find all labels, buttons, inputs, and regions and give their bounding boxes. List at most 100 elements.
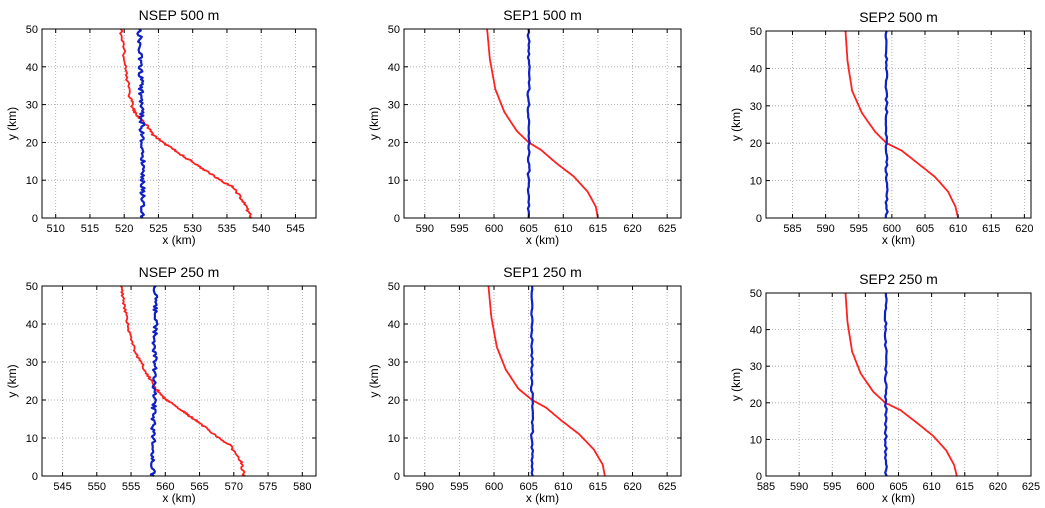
y-tick-label: 20 — [750, 138, 762, 150]
x-tick-label: 625 — [658, 223, 676, 235]
y-tick-label: 20 — [388, 137, 400, 149]
red-series-line — [119, 28, 253, 219]
y-tick-label: 50 — [750, 288, 762, 300]
y-tick-label: 40 — [750, 63, 762, 75]
x-axis-label: x (km) — [882, 491, 915, 505]
y-tick-label: 20 — [750, 398, 762, 410]
y-tick-label: 10 — [388, 175, 400, 187]
y-tick-label: 30 — [750, 101, 762, 113]
x-tick-label: 625 — [658, 481, 676, 493]
chart-panel-2: 590 595 600 605 610 615 620 625 0 10 20 30 40 50 SEP1 … — [367, 7, 682, 247]
x-tick-label: 560 — [156, 481, 174, 493]
y-tick-label: 30 — [26, 100, 38, 112]
x-tick-label: 600 — [485, 223, 503, 235]
x-tick-label: 600 — [883, 223, 901, 235]
x-tick-label: 595 — [850, 223, 868, 235]
x-tick-label: 590 — [416, 481, 434, 493]
y-tick-label: 0 — [32, 213, 38, 225]
x-tick-label: 545 — [53, 481, 71, 493]
x-tick-label: 600 — [485, 481, 503, 493]
x-tick-label: 605 — [916, 223, 934, 235]
y-tick-label: 30 — [26, 357, 38, 369]
x-tick-label: 570 — [225, 481, 243, 493]
y-axis-label: y (km) — [729, 108, 743, 141]
y-tick-label: 10 — [750, 434, 762, 446]
y-tick-label: 10 — [388, 433, 400, 445]
x-tick-label: 615 — [589, 223, 607, 235]
blue-series-line — [136, 28, 146, 219]
x-tick-label: 610 — [554, 223, 572, 235]
x-tick-label: 565 — [190, 481, 208, 493]
x-tick-label: 595 — [450, 223, 468, 235]
y-tick-label: 30 — [388, 357, 400, 369]
y-tick-label: 40 — [388, 319, 400, 331]
y-tick-label: 30 — [388, 100, 400, 112]
y-tick-label: 40 — [26, 62, 38, 74]
x-tick-label: 540 — [252, 223, 270, 235]
y-tick-label: 10 — [750, 176, 762, 188]
blue-series-line — [530, 285, 535, 477]
x-tick-label: 515 — [81, 223, 99, 235]
y-axis-label: y (km) — [5, 364, 19, 397]
x-tick-label: 590 — [816, 223, 834, 235]
y-tick-label: 50 — [388, 24, 400, 36]
axes-frame — [41, 28, 317, 219]
x-tick-label: 545 — [286, 223, 304, 235]
x-tick-label: 615 — [589, 481, 607, 493]
blue-series-line — [149, 285, 159, 477]
x-tick-label: 595 — [823, 481, 841, 493]
x-tick-label: 590 — [790, 481, 808, 493]
y-axis-label: y (km) — [367, 364, 381, 397]
y-tick-label: 0 — [394, 213, 400, 225]
chart-panel-1: 510 515 520 525 530 535 540 545 0 10 20 30 40 50 NSEP … — [5, 7, 317, 247]
x-tick-label: 530 — [184, 223, 202, 235]
plot-area — [404, 29, 681, 218]
x-tick-label: 595 — [450, 481, 468, 493]
red-series-line — [844, 292, 958, 477]
chart-panel-6: 585 590 595 600 605 610 615 620 625 0 10 20 30 40 50 SE… — [729, 271, 1040, 505]
y-tick-label: 50 — [26, 281, 38, 293]
red-series-line — [486, 28, 599, 219]
y-tick-label: 50 — [26, 24, 38, 36]
x-tick-label: 590 — [416, 223, 434, 235]
axes-frame — [403, 28, 682, 219]
x-tick-label: 535 — [218, 223, 236, 235]
y-tick-label: 0 — [32, 471, 38, 483]
x-tick-label: 605 — [889, 481, 907, 493]
blue-series-line — [884, 30, 889, 219]
x-tick-label: 555 — [122, 481, 140, 493]
chart-title: SEP1 250 m — [503, 264, 582, 280]
axes-frame — [403, 285, 682, 477]
red-series-line — [487, 285, 606, 477]
plot-area — [42, 286, 316, 476]
chart-panel-3: 585 590 595 600 605 610 615 620 0 10 20 30 40 50 SEP2 … — [729, 9, 1034, 247]
x-tick-label: 620 — [1015, 223, 1033, 235]
y-axis-label: y (km) — [5, 107, 19, 140]
axes-frame — [41, 285, 317, 477]
red-series-line — [844, 30, 959, 219]
x-tick-label: 525 — [149, 223, 167, 235]
x-tick-label: 625 — [1022, 481, 1040, 493]
chart-title: SEP1 500 m — [503, 7, 582, 23]
chart-title: SEP2 500 m — [859, 9, 938, 25]
y-tick-label: 20 — [26, 395, 38, 407]
x-tick-label: 610 — [949, 223, 967, 235]
red-series-line — [120, 285, 246, 477]
x-tick-label: 620 — [623, 223, 641, 235]
y-axis-label: y (km) — [367, 107, 381, 140]
x-tick-label: 600 — [856, 481, 874, 493]
y-tick-label: 40 — [388, 62, 400, 74]
x-axis-label: x (km) — [882, 233, 915, 247]
x-tick-label: 620 — [989, 481, 1007, 493]
x-tick-label: 585 — [783, 223, 801, 235]
blue-series-line — [883, 293, 888, 477]
chart-title: NSEP 250 m — [139, 264, 220, 280]
y-tick-label: 50 — [388, 281, 400, 293]
x-tick-label: 610 — [554, 481, 572, 493]
x-tick-label: 580 — [293, 481, 311, 493]
x-axis-label: x (km) — [162, 491, 195, 505]
y-tick-label: 10 — [26, 433, 38, 445]
y-tick-label: 30 — [750, 361, 762, 373]
y-tick-label: 20 — [26, 137, 38, 149]
